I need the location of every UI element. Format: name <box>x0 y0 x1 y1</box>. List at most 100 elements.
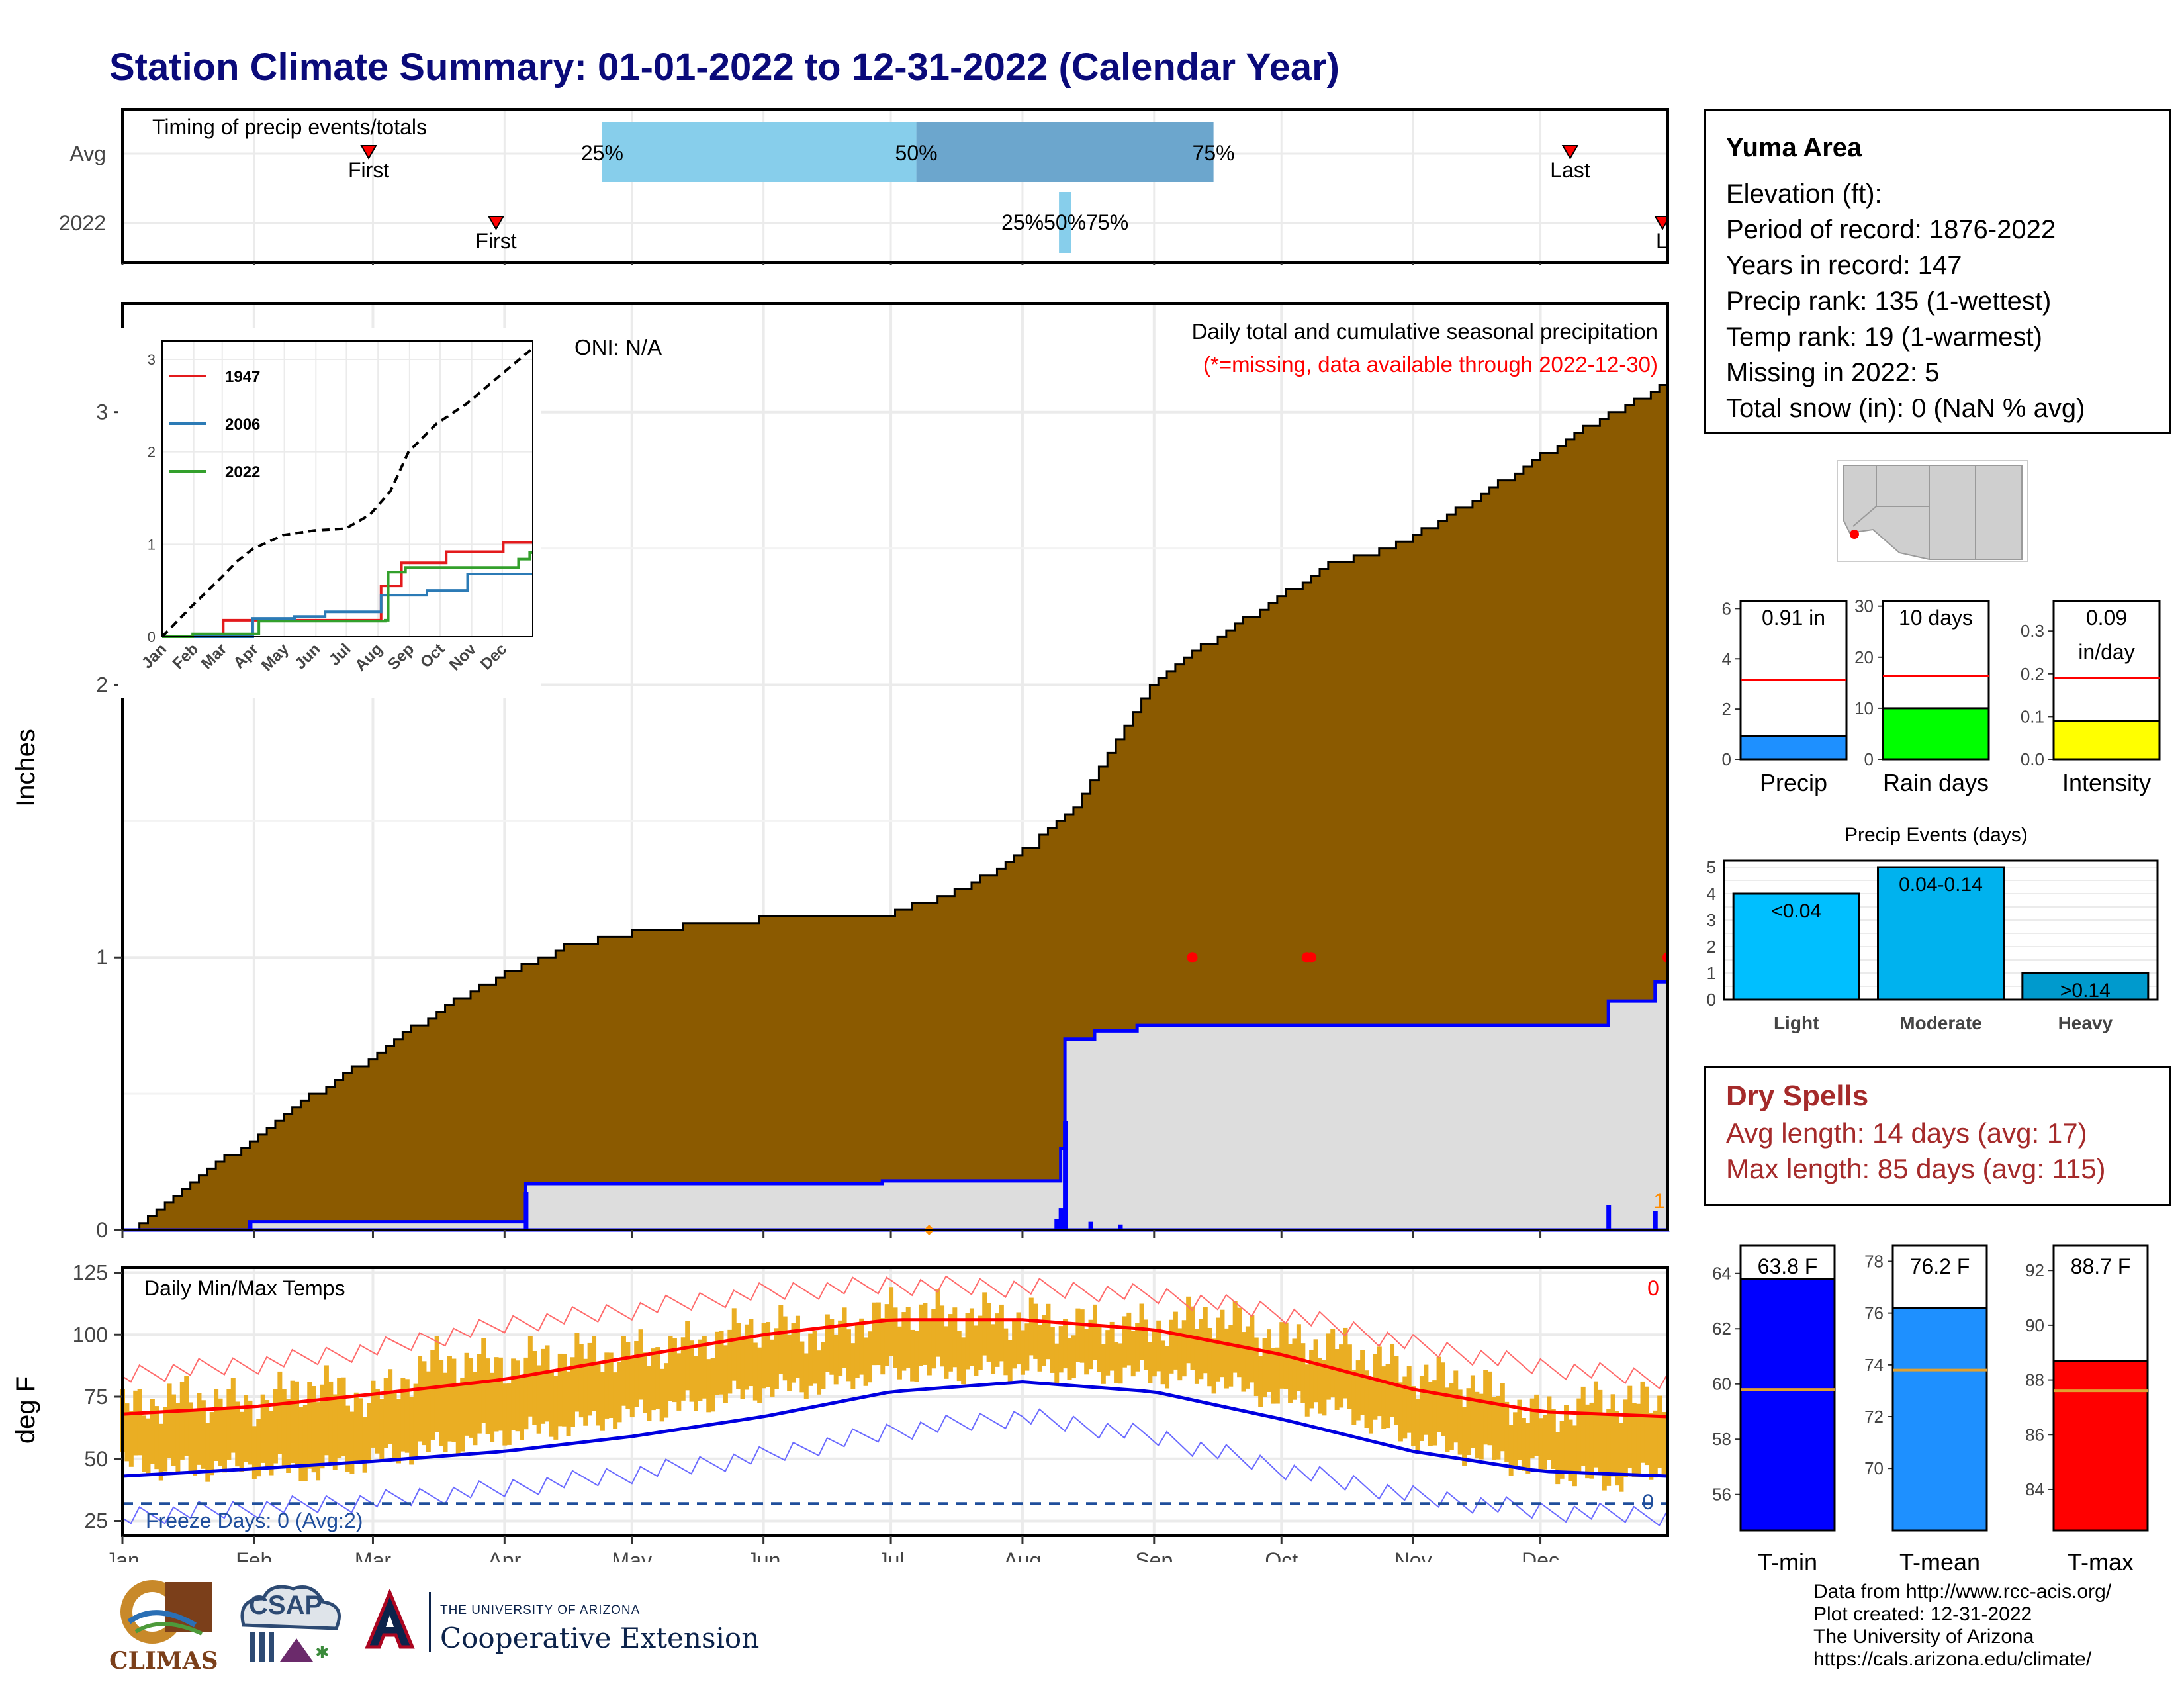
timing-2022-first-marker <box>487 216 505 230</box>
daily-temp-bar <box>328 1381 334 1464</box>
dry-spells-title: Dry Spells <box>1726 1080 1869 1112</box>
daily-temp-bar <box>205 1423 210 1482</box>
station-elevation: Elevation (ft): <box>1726 179 1882 209</box>
daily-temp-bar <box>1445 1387 1450 1452</box>
daily-temp-bar <box>782 1316 788 1381</box>
daily-temp-bar <box>1355 1360 1361 1421</box>
daily-temp-bar <box>1538 1418 1543 1470</box>
daily-temp-bar <box>1411 1386 1416 1446</box>
tbar-y-tick-label: 76 <box>1864 1303 1884 1323</box>
daily-temp-bar <box>1109 1321 1115 1371</box>
tbar-value-label: 63.8 F <box>1758 1254 1818 1278</box>
mini-y-tick-label: 0 <box>1864 749 1874 769</box>
daily-temp-bar <box>1585 1404 1590 1479</box>
temp-panel: 25 50 75 100 125 Jan Feb Mar Apr May Jun Jul Aug Sep O… <box>0 1244 1694 1562</box>
daily-temp-bar <box>1496 1395 1501 1460</box>
daily-temp-bar <box>251 1426 257 1479</box>
daily-temp-bar <box>1453 1370 1459 1443</box>
daily-precip-bar <box>1054 1219 1060 1230</box>
inset-series-2022 <box>162 551 533 638</box>
mini-value-bar <box>2052 720 2161 761</box>
daily-precip-bar <box>248 1221 253 1230</box>
climas-logo-text: CLIMAS <box>109 1647 218 1675</box>
daily-temp-bar <box>1351 1369 1357 1425</box>
daily-temp-bar <box>1232 1301 1238 1373</box>
daily-temp-bar <box>1615 1411 1620 1486</box>
daily-temp-bar <box>833 1335 839 1385</box>
daily-temp-bar <box>749 1319 754 1387</box>
csap-logo-graphic: ✱ <box>240 1585 341 1662</box>
daily-temp-bar <box>1313 1339 1318 1403</box>
daily-temp-bar <box>774 1328 779 1389</box>
daily-temp-bar <box>1534 1394 1539 1456</box>
daily-precip-bar <box>1063 1121 1068 1230</box>
daily-temp-bar <box>1092 1304 1097 1360</box>
daily-temp-bar <box>485 1358 490 1434</box>
daily-temp-bar <box>443 1372 448 1453</box>
timing-avg-last-marker <box>1561 145 1579 160</box>
events-bar-label: <0.04 <box>1771 900 1821 922</box>
daily-temp-bar <box>277 1371 283 1454</box>
timing-avg-p25-label: 25% <box>581 141 623 165</box>
daily-temp-bar <box>1079 1309 1085 1363</box>
daily-temp-bar <box>706 1359 711 1413</box>
daily-temp-bar <box>404 1379 410 1453</box>
daily-temp-bar <box>808 1333 813 1386</box>
tbar-y-tick-label: 72 <box>1864 1407 1884 1427</box>
daily-temp-bar <box>778 1305 784 1375</box>
inset-legend-label: 2006 <box>225 416 260 434</box>
tbar-value-bar <box>2052 1360 2149 1532</box>
daily-temp-bar <box>1177 1328 1183 1381</box>
inset-plot-area <box>162 341 533 637</box>
avg-cumulative-area <box>122 384 1669 1231</box>
daily-temp-bar <box>1130 1331 1136 1377</box>
daily-temp-bar <box>664 1363 669 1418</box>
daily-temp-bar <box>978 1315 983 1370</box>
daily-temp-bar <box>553 1376 559 1440</box>
daily-temp-bar <box>952 1307 958 1368</box>
daily-temp-bar <box>995 1313 1000 1367</box>
daily-temp-bar <box>1466 1388 1471 1456</box>
timing-avg-bar-low <box>602 122 917 182</box>
svg-text:✱: ✱ <box>315 1642 330 1662</box>
mini-y-tick-label: 2 <box>1722 699 1731 719</box>
timing-avg-bar-high <box>916 122 1214 182</box>
daily-temp-bar <box>944 1326 949 1379</box>
summary-bar-charts: 0 2 4 6 0.91 in Precip 0 10 20 30 10 days Rain days… <box>1722 596 2161 796</box>
events-y-tick-label: 0 <box>1707 990 1716 1009</box>
daily-temp-bar <box>931 1309 936 1369</box>
precip-missing-note: (*=missing, data available through 2022-… <box>1203 352 1658 377</box>
daily-temp-bar <box>668 1336 673 1401</box>
mini-value-bar <box>1882 707 1990 761</box>
ua-small-text: THE UNIVERSITY OF ARIZONA <box>440 1603 641 1617</box>
daily-temp-bar <box>969 1308 974 1366</box>
tbar-y-tick-label: 84 <box>2025 1479 2044 1499</box>
month-tick-label: Feb <box>236 1548 272 1562</box>
daily-temp-bar <box>1105 1330 1111 1376</box>
daily-temp-bar <box>1275 1347 1280 1404</box>
daily-temp-bar <box>1390 1344 1395 1417</box>
daily-temp-bar <box>171 1394 176 1466</box>
daily-temp-bar <box>1572 1425 1577 1487</box>
month-tick-label: Apr <box>488 1548 521 1562</box>
daily-temp-bar <box>803 1353 809 1399</box>
daily-temp-bar <box>817 1350 822 1395</box>
tbar-value-bar <box>1739 1278 1836 1532</box>
daily-temp-bar <box>1504 1401 1510 1463</box>
daily-temp-bar <box>740 1339 745 1399</box>
month-tick-label: Sep <box>1135 1548 1173 1562</box>
climas-logo-graphic <box>120 1580 212 1644</box>
daily-temp-bar <box>1491 1397 1496 1460</box>
daily-temp-bar <box>850 1343 856 1389</box>
daily-temp-bar <box>337 1378 342 1458</box>
daily-temp-bar <box>1126 1312 1132 1366</box>
daily-temp-bar <box>235 1401 240 1467</box>
daily-temp-bar <box>1067 1338 1072 1380</box>
daily-temp-bar <box>1419 1376 1424 1442</box>
daily-temp-bar <box>787 1335 792 1391</box>
daily-temp-bar <box>812 1331 817 1384</box>
daily-temp-bar <box>1559 1421 1565 1479</box>
events-title: Precip Events (days) <box>1844 824 2028 846</box>
dry-spells-avg: Avg length: 14 days (avg: 17) <box>1726 1117 2087 1149</box>
daily-temp-bar <box>1054 1343 1060 1383</box>
